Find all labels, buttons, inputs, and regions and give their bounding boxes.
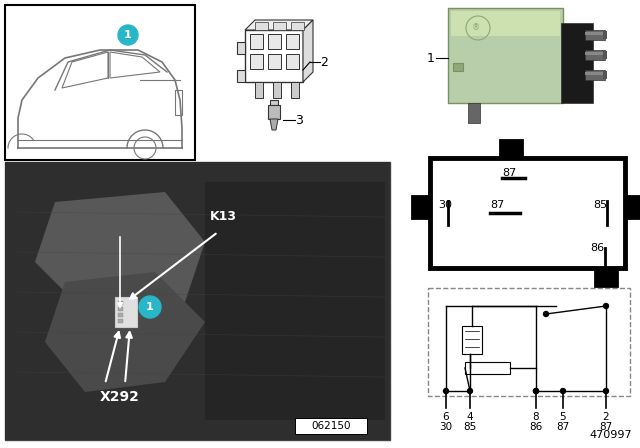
Bar [603,31,607,39]
Bar [115,297,137,327]
Circle shape [534,388,538,393]
Bar [268,34,281,49]
Circle shape [118,25,138,45]
Bar [585,32,605,35]
Text: X292: X292 [100,390,140,404]
Bar [255,22,268,30]
Bar [465,362,510,374]
Bar [118,319,123,323]
Polygon shape [45,272,205,392]
Text: K13: K13 [210,211,237,224]
Bar [5,162,390,440]
Text: 86: 86 [529,422,543,432]
Bar [295,418,367,434]
Text: 470997: 470997 [589,430,632,440]
Bar [291,82,299,98]
Bar [625,196,640,218]
Bar [175,90,182,115]
Bar [245,30,303,82]
Text: 2: 2 [603,412,609,422]
Text: ®: ® [472,23,480,33]
Circle shape [561,388,566,393]
Text: 85: 85 [463,422,477,432]
Bar [448,8,563,103]
Text: 2: 2 [320,56,328,69]
Circle shape [444,388,449,393]
Bar [268,54,281,69]
Polygon shape [270,119,278,130]
Text: 5: 5 [560,412,566,422]
Bar [237,70,245,82]
Bar [462,326,482,354]
Text: 8: 8 [532,412,540,422]
Text: 87: 87 [490,200,504,210]
Text: 1: 1 [427,52,435,65]
Text: 87: 87 [600,422,612,432]
Text: 1: 1 [146,302,154,312]
Bar [250,54,263,69]
Bar [118,301,123,305]
Polygon shape [245,20,313,30]
Bar [118,307,123,311]
Text: 6: 6 [443,412,449,422]
Bar [118,313,123,317]
Bar [451,11,560,36]
Bar [273,82,281,98]
Bar [412,196,430,218]
Circle shape [467,388,472,393]
Text: 30: 30 [440,422,452,432]
Text: 30: 30 [438,200,452,210]
Text: 3: 3 [295,113,303,126]
Polygon shape [35,192,205,312]
Circle shape [604,303,609,309]
Text: 1: 1 [124,30,132,40]
Bar [270,100,278,105]
Bar [595,268,617,286]
Bar [268,105,280,119]
Circle shape [543,311,548,316]
Bar [585,50,605,60]
Bar [585,70,605,80]
Bar [453,63,463,71]
Bar [561,23,593,103]
Text: 85: 85 [593,200,607,210]
Circle shape [139,296,161,318]
Bar [500,140,522,158]
Bar [5,5,195,160]
Text: 062150: 062150 [311,421,351,431]
Bar [255,82,263,98]
Bar [585,72,605,75]
Bar [585,52,605,55]
Bar [237,42,245,54]
Bar [273,22,286,30]
Bar [428,288,630,396]
Bar [291,22,304,30]
Circle shape [534,388,538,393]
Bar [250,34,263,49]
Bar [430,158,625,268]
Bar [468,103,480,123]
Bar [603,51,607,59]
Text: 86: 86 [590,243,604,253]
Bar [5,162,390,440]
Bar [286,54,299,69]
Bar [286,34,299,49]
Text: 87: 87 [502,168,516,178]
Bar [603,71,607,79]
Text: 4: 4 [467,412,474,422]
Text: 87: 87 [556,422,570,432]
Circle shape [604,388,609,393]
Polygon shape [303,20,313,82]
Bar [205,182,385,420]
Bar [585,30,605,40]
